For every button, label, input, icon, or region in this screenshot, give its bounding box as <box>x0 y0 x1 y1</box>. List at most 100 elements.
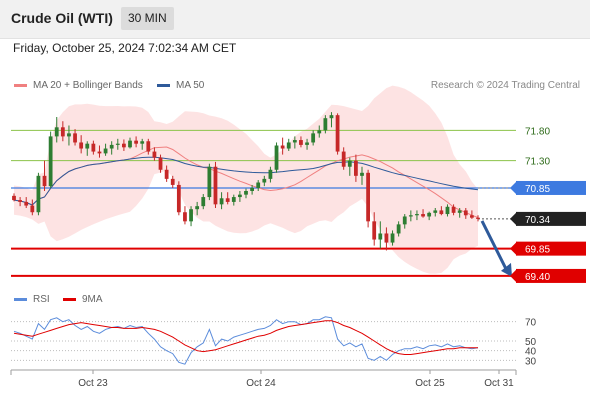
candle[interactable] <box>103 143 108 156</box>
level-label-tip-69.85 <box>510 241 517 256</box>
candle[interactable] <box>354 154 358 182</box>
candle[interactable] <box>292 136 297 149</box>
candle[interactable] <box>256 180 261 191</box>
candle[interactable] <box>225 192 230 205</box>
candle-body <box>372 221 377 240</box>
timestamp: Friday, October 25, 2024 7:02:34 AM CET <box>13 41 237 55</box>
candle[interactable] <box>476 215 480 222</box>
candle[interactable] <box>122 139 126 151</box>
candle-body <box>323 118 328 131</box>
candle[interactable] <box>42 160 47 191</box>
candle[interactable] <box>158 154 163 173</box>
candle[interactable] <box>305 138 309 150</box>
candle[interactable] <box>189 206 193 227</box>
candle[interactable] <box>470 210 474 219</box>
candle[interactable] <box>250 184 254 195</box>
candle[interactable] <box>48 131 53 188</box>
candle[interactable] <box>60 121 65 142</box>
candle[interactable] <box>274 142 279 173</box>
candle[interactable] <box>164 165 169 182</box>
candle[interactable] <box>152 147 157 161</box>
candle[interactable] <box>12 193 16 202</box>
candle[interactable] <box>176 181 181 216</box>
candle[interactable] <box>427 211 432 221</box>
candle-body <box>42 175 47 187</box>
level-label-tip-70.85 <box>510 180 517 195</box>
candle[interactable] <box>213 161 218 208</box>
candle[interactable] <box>451 204 456 216</box>
candle[interactable] <box>201 194 206 210</box>
ma50-swatch <box>157 83 170 87</box>
candle[interactable] <box>317 125 322 138</box>
candle[interactable] <box>97 145 102 158</box>
candle[interactable] <box>433 207 438 217</box>
candle[interactable] <box>91 140 96 155</box>
candle[interactable] <box>115 138 120 150</box>
candle[interactable] <box>109 141 114 155</box>
candle[interactable] <box>54 116 59 143</box>
candle[interactable] <box>146 138 151 155</box>
candle[interactable] <box>73 129 77 146</box>
candle[interactable] <box>439 206 444 216</box>
candle[interactable] <box>85 141 90 156</box>
candle[interactable] <box>30 199 35 216</box>
candle-body <box>146 141 151 152</box>
candle-body <box>36 175 41 213</box>
candle[interactable] <box>140 138 145 150</box>
candle[interactable] <box>286 138 291 151</box>
candle[interactable] <box>262 175 267 187</box>
candle[interactable] <box>280 137 285 155</box>
rsi-9ma-line <box>13 320 478 355</box>
candle[interactable] <box>378 221 383 249</box>
candle[interactable] <box>18 197 22 207</box>
candle-body <box>470 215 474 218</box>
candle[interactable] <box>170 175 175 188</box>
candle-body <box>244 191 248 195</box>
candle[interactable] <box>219 192 224 210</box>
candle[interactable] <box>323 115 328 134</box>
candle[interactable] <box>341 147 346 170</box>
candle[interactable] <box>463 207 468 219</box>
candle[interactable] <box>457 207 462 218</box>
candle[interactable] <box>195 201 200 216</box>
candle[interactable] <box>421 209 425 218</box>
candle[interactable] <box>415 210 419 221</box>
candle[interactable] <box>36 172 41 216</box>
candle[interactable] <box>24 197 29 208</box>
candle-body <box>476 217 480 219</box>
candle[interactable] <box>329 112 334 128</box>
candle[interactable] <box>396 221 401 237</box>
candle[interactable] <box>347 157 352 176</box>
candle[interactable] <box>183 206 187 225</box>
candle-body <box>384 233 389 243</box>
candle-body <box>280 145 285 149</box>
level-label-70.85: 70.85 <box>525 184 550 195</box>
candle[interactable] <box>335 113 340 155</box>
candle[interactable] <box>207 163 212 201</box>
candle[interactable] <box>244 188 248 199</box>
candle[interactable] <box>299 136 303 148</box>
candle[interactable] <box>134 136 138 148</box>
x-tick-label: Oct 31 <box>484 378 514 389</box>
last-price-tip <box>510 211 517 226</box>
candle[interactable] <box>238 191 242 202</box>
candle[interactable] <box>384 227 389 251</box>
candle[interactable] <box>231 194 236 206</box>
candle[interactable] <box>311 130 316 146</box>
candle[interactable] <box>390 230 395 246</box>
candle[interactable] <box>79 135 84 154</box>
candle[interactable] <box>408 210 413 222</box>
candle[interactable] <box>360 166 364 185</box>
candle[interactable] <box>128 137 132 149</box>
candle[interactable] <box>268 166 273 183</box>
candle[interactable] <box>67 125 71 146</box>
timeframe-badge[interactable]: 30 MIN <box>121 7 174 30</box>
candle-body <box>390 233 395 243</box>
candle[interactable] <box>366 169 370 228</box>
candle[interactable] <box>445 204 450 217</box>
candle[interactable] <box>372 212 377 246</box>
candle[interactable] <box>402 214 407 229</box>
candle-body <box>445 206 450 215</box>
candle-body <box>451 206 456 213</box>
